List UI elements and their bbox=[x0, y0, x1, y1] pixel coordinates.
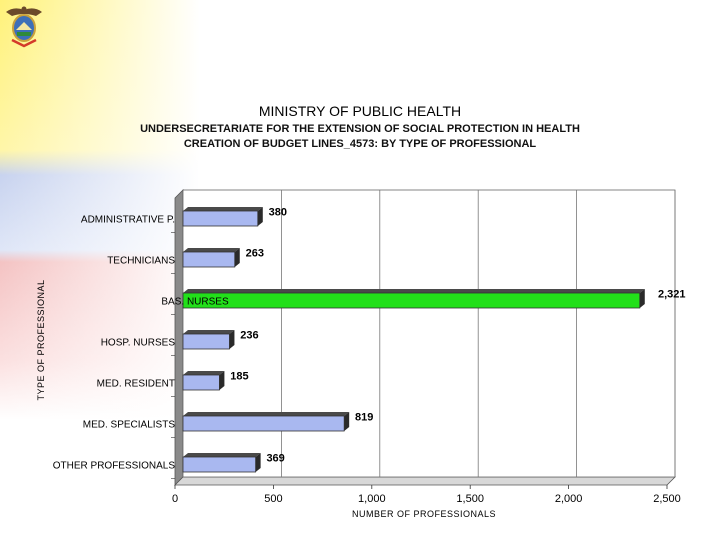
bar-end-face bbox=[639, 289, 645, 308]
category-label: OTHER PROFESSIONALS bbox=[53, 461, 176, 472]
background-gradient bbox=[0, 0, 200, 540]
chart-subtitle-line2: CREATION OF BUDGET LINES_4573: BY TYPE O… bbox=[183, 138, 537, 150]
bar-top-face bbox=[183, 412, 350, 416]
bar bbox=[182, 292, 641, 309]
bar bbox=[182, 251, 236, 268]
bar-top-face bbox=[183, 453, 261, 457]
chart-side-wall bbox=[174, 189, 184, 486]
x-tick-label: 2,500 bbox=[653, 493, 681, 505]
bar-end-face bbox=[255, 453, 261, 472]
bar-top-face bbox=[183, 371, 225, 375]
data-label: 380 bbox=[269, 207, 287, 219]
category-label: MED. RESIDENT bbox=[97, 379, 175, 390]
bar bbox=[182, 415, 345, 432]
page-title: MINISTRY OF PUBLIC HEALTH bbox=[258, 103, 462, 119]
category-label: TECHNICIANS bbox=[107, 256, 175, 267]
chart-floor bbox=[174, 476, 676, 486]
y-axis-label: TYPE OF PROFESSIONAL bbox=[36, 279, 46, 400]
category-label: ADMINISTRATIVE P. bbox=[81, 215, 175, 226]
bar-top-face bbox=[183, 248, 240, 252]
bar bbox=[182, 374, 220, 391]
bar bbox=[182, 210, 259, 227]
x-tick-label: 500 bbox=[264, 493, 282, 505]
data-label: 819 bbox=[355, 412, 373, 424]
coat-of-arms-logo bbox=[6, 6, 42, 48]
category-label: HOSP. NURSES bbox=[101, 338, 176, 349]
bar-end-face bbox=[219, 371, 225, 390]
bar-top-face bbox=[183, 289, 645, 293]
data-label: 236 bbox=[240, 330, 258, 342]
x-tick-label: 1,500 bbox=[456, 493, 484, 505]
bar-end-face bbox=[229, 330, 235, 349]
bar-top-face bbox=[183, 207, 263, 211]
category-label: BAS. NURSES bbox=[161, 297, 229, 308]
category-label: MED. SPECIALISTS bbox=[83, 420, 176, 431]
x-tick-label: 1,000 bbox=[358, 493, 386, 505]
bar-end-face bbox=[344, 412, 350, 431]
bar-top-face bbox=[183, 330, 235, 334]
chart-subtitle-line1: UNDERSECRETARIATE FOR THE EXTENSION OF S… bbox=[140, 123, 580, 135]
x-axis-label: NUMBER OF PROFESSIONALS bbox=[352, 509, 496, 519]
x-tick-label: 0 bbox=[172, 493, 178, 505]
x-tick-label: 2,000 bbox=[555, 493, 583, 505]
data-label: 185 bbox=[230, 371, 248, 383]
data-label: 263 bbox=[246, 248, 264, 260]
bar-end-face bbox=[234, 248, 240, 267]
bar-end-face bbox=[257, 207, 263, 226]
data-label: 2,321 bbox=[658, 289, 686, 301]
bar bbox=[182, 456, 257, 473]
data-label: 369 bbox=[266, 453, 284, 465]
bar bbox=[182, 333, 230, 350]
